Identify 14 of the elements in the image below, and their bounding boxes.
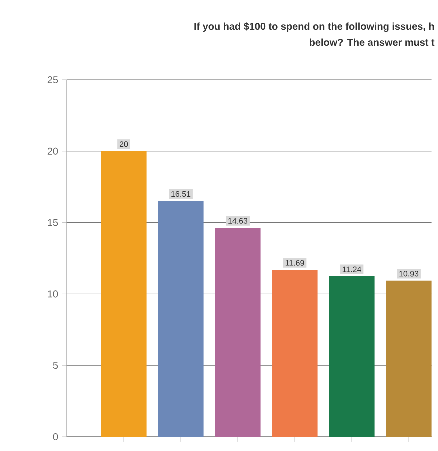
bar [101,151,147,437]
text: If you had $100 to spend on the following issues, h [194,22,434,32]
y-tick-label: 10 [48,290,58,298]
bar [329,276,375,437]
bar [386,280,432,437]
y-tick-label: 20 [48,148,58,155]
y-tick-label: 5 [53,362,58,370]
text: below? The answer must t [310,38,435,46]
bar [215,228,261,437]
y-tick-label: 25 [48,76,58,84]
bar [158,201,204,437]
y-tick-label: 0 [53,433,58,441]
y-tick-label: 15 [48,219,58,226]
bar [272,270,318,437]
